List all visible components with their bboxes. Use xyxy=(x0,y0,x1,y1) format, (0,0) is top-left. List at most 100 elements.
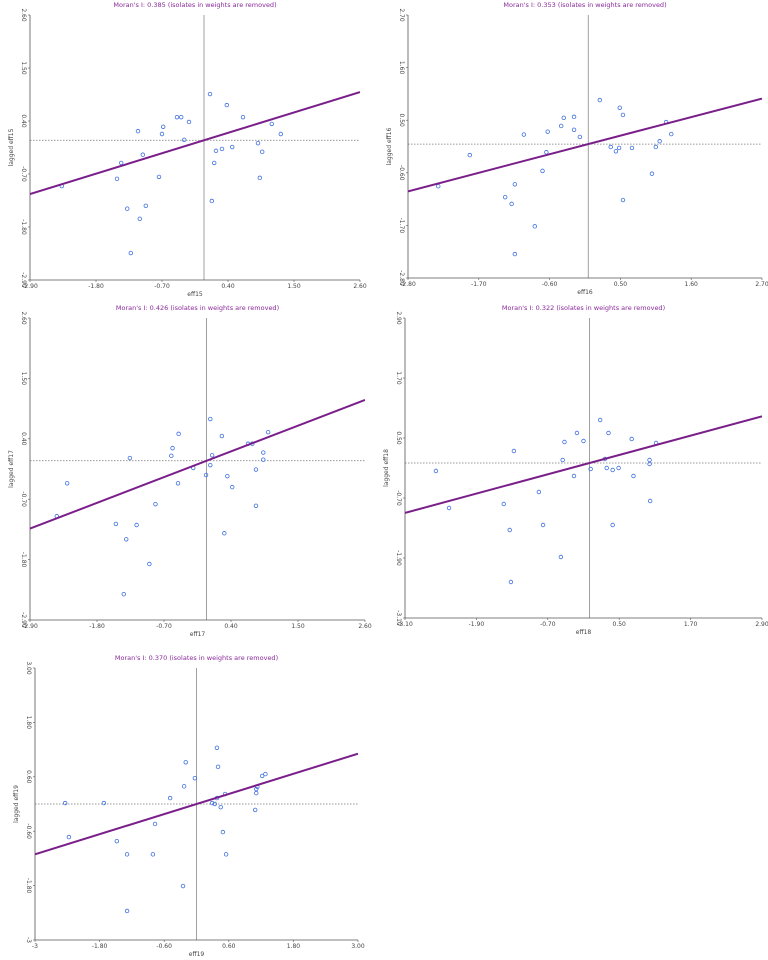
point xyxy=(532,224,537,229)
point xyxy=(433,468,439,474)
y-axis-label: lagged eff18 xyxy=(383,449,390,487)
point xyxy=(512,182,518,187)
x-tick-label: -1.80 xyxy=(89,623,105,630)
y-tick-label: 0.50 xyxy=(395,431,402,445)
y-tick-label: 1.60 xyxy=(398,61,405,75)
point xyxy=(180,883,186,889)
x-axis-label: eff17 xyxy=(190,631,206,638)
y-tick-label: -0.70 xyxy=(395,490,402,506)
x-tick-label: 1.80 xyxy=(287,943,301,950)
point xyxy=(128,250,133,256)
x-axis-label: eff19 xyxy=(189,951,205,958)
point xyxy=(124,852,130,857)
y-axis-label: lagged eff16 xyxy=(386,127,393,165)
point xyxy=(512,251,518,257)
point xyxy=(571,127,577,132)
point xyxy=(509,201,514,207)
point xyxy=(156,174,162,180)
point xyxy=(113,521,119,527)
point xyxy=(175,481,181,486)
y-tick-label: 1.50 xyxy=(20,61,27,75)
point xyxy=(101,800,107,806)
point xyxy=(253,467,259,472)
point xyxy=(135,128,141,134)
x-tick-label: 2.90 xyxy=(755,621,768,628)
point xyxy=(261,457,266,462)
point xyxy=(213,148,219,154)
x-tick-label: 0.60 xyxy=(222,943,236,950)
point xyxy=(62,800,68,806)
y-axis-label: lagged eff19 xyxy=(13,785,20,823)
point xyxy=(629,145,635,151)
y-axis-label: lagged eff17 xyxy=(8,450,15,488)
y-tick-label: -2.90 xyxy=(20,272,27,288)
point xyxy=(208,462,213,468)
point xyxy=(218,804,223,810)
point xyxy=(253,503,259,508)
point xyxy=(209,198,214,204)
y-tick-label: 2.70 xyxy=(398,8,405,22)
point xyxy=(544,150,549,155)
x-tick-label: 0.50 xyxy=(614,281,628,288)
point xyxy=(124,537,129,542)
point xyxy=(186,119,192,125)
x-tick-label: 3.00 xyxy=(351,943,365,950)
point xyxy=(657,139,662,144)
point xyxy=(225,473,230,479)
x-tick-label: 0.40 xyxy=(221,283,235,290)
point xyxy=(167,795,173,801)
y-tick-label: -0.60 xyxy=(25,823,32,839)
point xyxy=(169,453,174,459)
x-tick-label: -3.10 xyxy=(397,621,413,628)
x-axis-label: eff18 xyxy=(576,629,592,636)
y-tick-label: -1.80 xyxy=(20,552,27,568)
y-tick-label: 3.00 xyxy=(25,661,32,675)
point xyxy=(223,852,229,857)
point xyxy=(502,194,508,200)
point xyxy=(610,522,615,528)
point xyxy=(536,489,542,495)
x-tick-label: -0.60 xyxy=(156,943,172,950)
y-tick-label: 2.60 xyxy=(20,311,27,325)
point xyxy=(114,838,120,844)
point xyxy=(152,821,158,827)
x-tick-label: 2.70 xyxy=(755,281,768,288)
point xyxy=(137,216,142,222)
point xyxy=(597,417,603,423)
x-axis-label: eff15 xyxy=(187,291,203,298)
point xyxy=(212,801,218,807)
chart-title: Moran's I: 0.426 (isolates in weights ar… xyxy=(116,304,279,312)
point xyxy=(159,131,165,137)
point xyxy=(254,790,259,796)
point xyxy=(143,203,148,208)
point xyxy=(608,144,613,150)
chart-panel: -3.10 -1.90 -0.70 0.50 1.70 2.90 -3.10 -1.90 -0.… xyxy=(383,304,768,636)
y-tick-label: -3 xyxy=(25,937,32,943)
point xyxy=(215,764,221,770)
point xyxy=(597,97,603,103)
x-tick-label: 1.70 xyxy=(684,621,698,628)
y-tick-label: -1.90 xyxy=(395,550,402,566)
chart-title: Moran's I: 0.385 (isolates in weights ar… xyxy=(113,1,276,9)
point xyxy=(66,834,72,840)
y-tick-label: 0.40 xyxy=(20,114,27,128)
point xyxy=(269,121,274,127)
point xyxy=(620,197,626,203)
point xyxy=(150,852,156,857)
point xyxy=(436,183,441,189)
x-tick-label: -0.70 xyxy=(540,621,556,628)
y-tick-label: -1.80 xyxy=(20,219,27,235)
point xyxy=(606,430,611,436)
point xyxy=(64,481,70,486)
y-tick-label: -2.80 xyxy=(398,270,405,286)
point xyxy=(521,132,527,137)
point xyxy=(178,114,184,120)
x-tick-label: 1.50 xyxy=(287,283,301,290)
chart-panel: -3 -1.80 -0.60 0.60 1.80 3.00 -3 -1.80 -0.60 0.60… xyxy=(13,654,365,958)
point xyxy=(616,465,621,471)
point xyxy=(647,457,652,463)
point xyxy=(558,123,564,129)
point xyxy=(134,522,139,528)
y-tick-label: -3.10 xyxy=(395,610,402,626)
point xyxy=(649,171,655,176)
